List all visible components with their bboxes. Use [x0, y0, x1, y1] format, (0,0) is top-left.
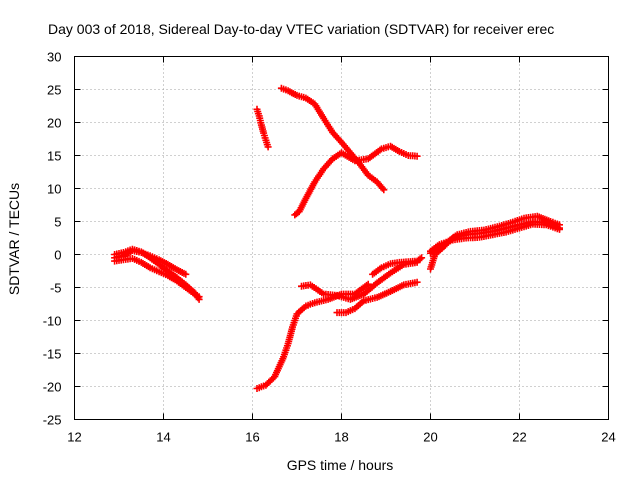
grid-lines — [74, 56, 609, 420]
data-point — [556, 225, 563, 233]
y-tick-label: -10 — [43, 314, 62, 329]
y-tick-label: 0 — [54, 248, 61, 263]
series-arc-f — [291, 142, 421, 219]
series-arc-d — [253, 105, 272, 151]
x-tick-label: 14 — [156, 430, 170, 445]
y-axis-label: SDTVAR / TECUs — [6, 183, 22, 295]
series-arc-c — [111, 247, 190, 278]
data-points — [111, 84, 563, 392]
y-tick-label: 15 — [47, 149, 61, 164]
y-tick-label: -15 — [43, 347, 62, 362]
x-tick-label: 16 — [245, 430, 259, 445]
data-point — [195, 293, 203, 301]
y-tick-label: 10 — [47, 182, 61, 197]
chart-title: Day 003 of 2018, Sidereal Day-to-day VTE… — [48, 21, 554, 37]
y-tick-label: -5 — [50, 281, 62, 296]
data-point — [413, 278, 421, 286]
series-arc-e — [277, 84, 388, 194]
series-arc-i — [333, 278, 421, 317]
y-tick-label: -20 — [43, 380, 62, 395]
series-arc-m — [427, 220, 563, 255]
data-point — [380, 186, 388, 194]
x-tick-label: 24 — [601, 430, 615, 445]
x-tick-label: 20 — [423, 430, 437, 445]
series-arc-j — [369, 254, 426, 278]
y-tick-label: 30 — [47, 50, 61, 65]
x-tick-label: 18 — [334, 430, 348, 445]
x-axis-label: GPS time / hours — [287, 457, 394, 473]
data-point — [416, 255, 424, 263]
y-tick-label: 25 — [47, 83, 61, 98]
data-point — [418, 254, 426, 262]
y-tick-label: 20 — [47, 116, 61, 131]
x-tick-label: 22 — [512, 430, 526, 445]
y-tick-label: 5 — [54, 215, 61, 230]
tick-labels: 12 14 16 18 20 22 24 -25 -20 -15 -10 -5 0 5 10 15 20 25 30 — [43, 50, 616, 445]
data-point — [182, 270, 190, 278]
y-tick-label: -25 — [43, 413, 62, 428]
series-arc-b — [111, 255, 203, 301]
x-tick-label: 12 — [67, 430, 81, 445]
axis-ticks — [74, 56, 609, 420]
data-point — [413, 152, 421, 160]
data-point — [264, 143, 272, 151]
